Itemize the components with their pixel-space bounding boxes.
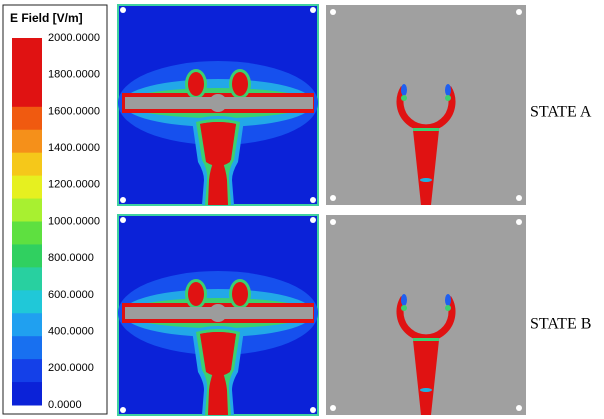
colorbar-band [12,175,42,200]
legend-label: 1200.0000 [48,179,100,191]
colorbar-band [12,129,42,154]
legend-label: 1000.0000 [48,215,100,227]
legend-label: 1600.0000 [48,105,100,117]
field-plot-b [117,214,319,416]
colorbar-band [12,382,42,406]
legend-label: 400.0000 [48,326,94,338]
colorbar-band [12,244,42,268]
colorbar-band [12,267,42,291]
field-plot-a [117,4,319,206]
legend-label: 200.0000 [48,362,94,374]
legend-label: 0.0000 [48,399,82,411]
legend-label: 600.0000 [48,289,94,301]
colorbar-band [12,60,42,85]
colorbar-band [12,221,42,245]
state-label: STATE B [530,316,591,333]
colorbar [12,38,42,406]
surface-plot-a [326,5,526,205]
surface-plot-b [326,215,526,415]
colorbar-band [12,290,42,314]
colorbar-band [12,359,42,383]
legend-label: 800.0000 [48,252,94,264]
colorbar-band [12,313,42,337]
colorbar-band [12,198,42,222]
legend: E Field [V/m] 2000.0000 1800.0000 1600.000… [2,4,108,415]
legend-labels: 2000.0000 1800.0000 1600.0000 1400.0000 1200… [48,32,100,411]
state-label: STATE A [530,104,592,121]
colorbar-band [12,83,42,108]
legend-label: 2000.0000 [48,32,100,44]
colorbar-band [12,106,42,131]
legend-label: 1800.0000 [48,69,100,81]
legend-title: E Field [V/m] [10,11,83,25]
colorbar-band [12,336,42,360]
colorbar-band [12,152,42,177]
legend-label: 1400.0000 [48,142,100,154]
colorbar-band [12,38,42,62]
